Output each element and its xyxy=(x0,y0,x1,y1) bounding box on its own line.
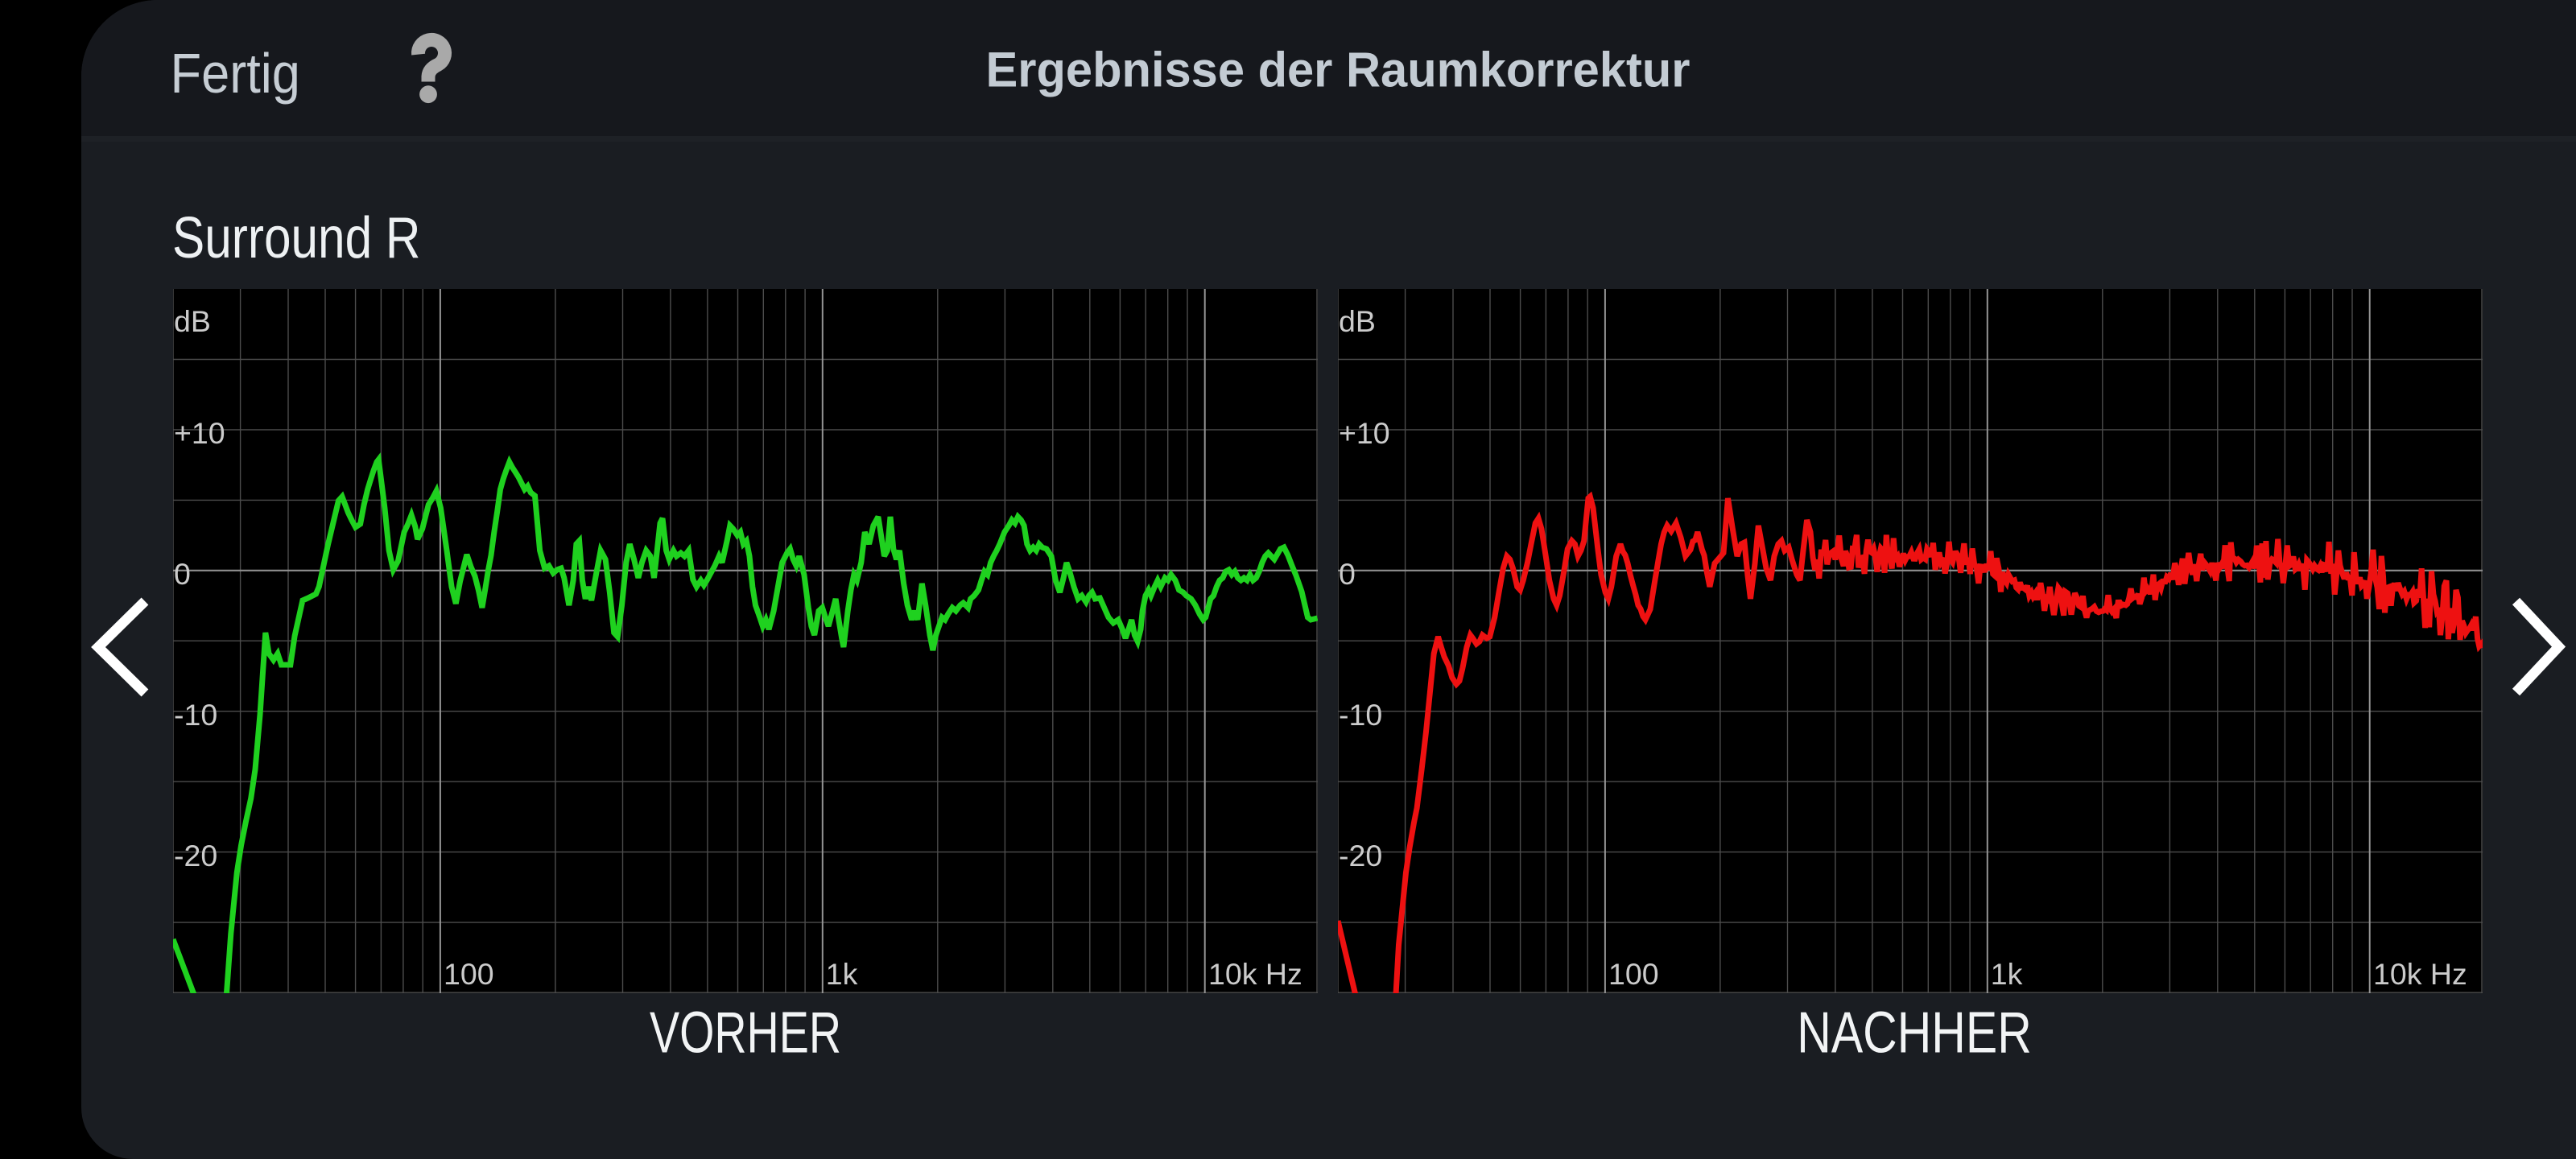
svg-text:dB: dB xyxy=(174,304,211,338)
svg-text:-20: -20 xyxy=(174,839,217,872)
svg-text:1k: 1k xyxy=(1991,957,2023,991)
svg-text:Ergebnisse der Raumkorrektur: Ergebnisse der Raumkorrektur xyxy=(986,42,1690,97)
svg-text:dB: dB xyxy=(1339,304,1376,338)
svg-text:1k: 1k xyxy=(826,957,858,991)
svg-text:VORHER: VORHER xyxy=(650,1000,841,1066)
svg-text:100: 100 xyxy=(444,957,494,991)
svg-text:10k Hz: 10k Hz xyxy=(1208,957,1302,991)
svg-text:Surround R: Surround R xyxy=(172,206,420,270)
svg-text:0: 0 xyxy=(1339,557,1356,591)
svg-text:100: 100 xyxy=(1608,957,1659,991)
svg-text:-20: -20 xyxy=(1339,839,1382,872)
svg-text:10k Hz: 10k Hz xyxy=(2373,957,2467,991)
svg-text:NACHHER: NACHHER xyxy=(1797,1000,2032,1065)
svg-text:Fertig: Fertig xyxy=(171,43,300,105)
svg-text:-10: -10 xyxy=(174,698,217,732)
svg-text:-10: -10 xyxy=(1339,698,1382,732)
svg-text:+10: +10 xyxy=(174,416,225,450)
svg-text:0: 0 xyxy=(174,557,191,591)
svg-text:+10: +10 xyxy=(1339,416,1390,450)
